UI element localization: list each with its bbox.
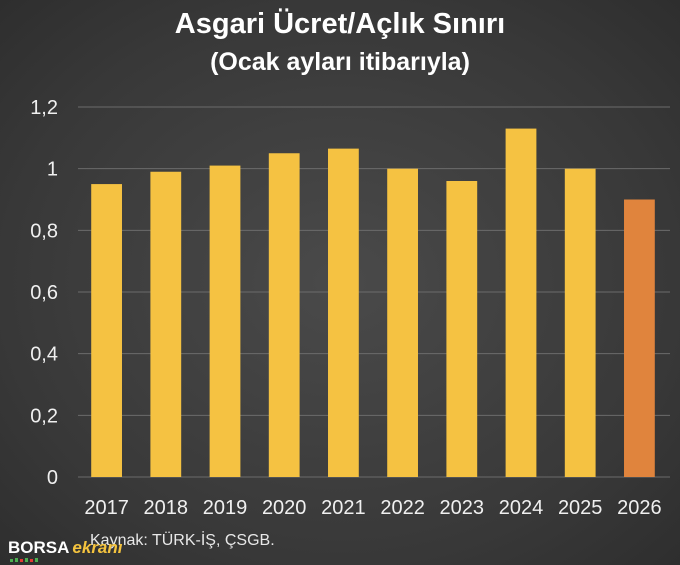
- y-axis-ticks: 0 0,2 0,4 0,6 0,8 1 1,2: [30, 97, 58, 489]
- y-tick-label: 0,2: [30, 405, 58, 427]
- source-note: Kaynak: TÜRK-İŞ, ÇSGB.: [90, 532, 275, 549]
- bar-2024: [505, 128, 537, 478]
- x-tick-label-2018: 2018: [144, 497, 189, 519]
- x-tick-label-2026: 2026: [617, 497, 662, 519]
- x-tick-label-2023: 2023: [440, 497, 485, 519]
- bar-2021: [328, 148, 359, 477]
- x-axis-ticks: 2017 2018 2019 2020 2021 2022 2023 2024 2025 2026: [84, 497, 661, 519]
- x-tick-label-2019: 2019: [203, 497, 248, 519]
- y-tick-label: 0,4: [30, 344, 58, 366]
- chart-subtitle: (Ocak ayları itibarıyla): [210, 48, 470, 76]
- logo-word-borsa: BORSA: [8, 538, 70, 557]
- chart-title: Asgari Ücret/Açlık Sınırı: [174, 8, 506, 40]
- x-tick-label-2024: 2024: [499, 497, 544, 519]
- y-tick-label: 1,2: [30, 97, 58, 119]
- y-tick-label: 0,6: [30, 282, 58, 304]
- logo-ticker-mark: [10, 558, 38, 562]
- bar-2018: [150, 171, 182, 477]
- logo-word-ekrani: ekranı: [72, 538, 123, 557]
- bar-2020: [268, 153, 300, 477]
- bar-2022: [387, 168, 418, 477]
- borsa-ekrani-logo: BORSA ekranı: [8, 537, 123, 559]
- bar-2017: [91, 184, 122, 478]
- x-tick-label-2022: 2022: [380, 497, 425, 519]
- y-tick-label: 0: [47, 467, 58, 489]
- bar-2023: [446, 181, 478, 477]
- x-tick-label-2021: 2021: [321, 497, 366, 519]
- x-tick-label-2020: 2020: [262, 497, 307, 519]
- y-tick-label: 1: [47, 159, 58, 181]
- bars: [91, 128, 655, 478]
- bar-2025: [564, 168, 596, 477]
- bar-2019: [209, 165, 241, 478]
- x-tick-label-2017: 2017: [84, 497, 129, 519]
- bar-2026: [624, 199, 655, 477]
- y-tick-label: 0,8: [30, 220, 58, 242]
- x-tick-label-2025: 2025: [558, 497, 603, 519]
